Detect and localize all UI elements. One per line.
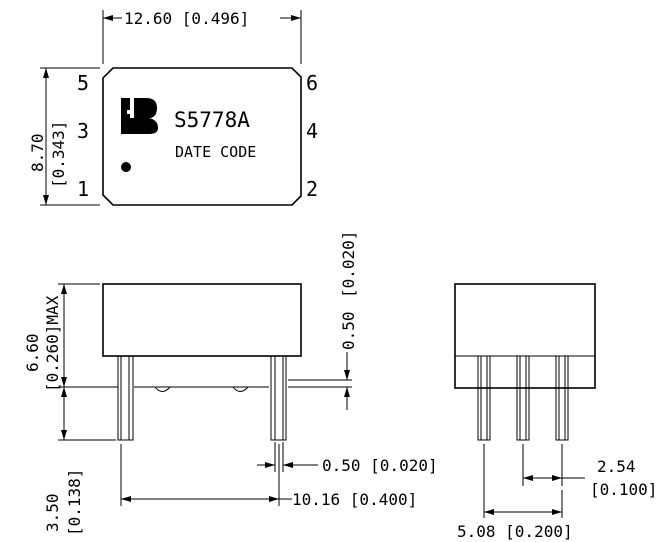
- pitch-mm: 2.54: [597, 457, 636, 476]
- height-dim-mm: 8.70: [28, 133, 47, 172]
- pin-label-2: 2: [306, 177, 318, 201]
- standoff-mm: 0.50: [339, 311, 358, 350]
- pin-label-4: 4: [306, 119, 318, 143]
- end-pin-3: [555, 355, 569, 441]
- part-number: S5778A: [174, 108, 250, 132]
- height-dim-in: [0.343]: [49, 121, 68, 188]
- body-height-in: [0.260]MAX: [43, 295, 62, 392]
- top-view: S5778A DATE CODE 5 3 1 6 4 2 12.60 [0.49…: [28, 9, 318, 206]
- side-view: 6.60 [0.260]MAX 3.50 [0.138] 0.50 [0.020…: [23, 231, 438, 536]
- pin-label-3: 3: [77, 119, 89, 143]
- manufacturer-logo: [121, 98, 158, 134]
- pin-width-label: 0.50 [0.020]: [322, 456, 438, 475]
- side-pin-left: [117, 355, 134, 441]
- pin-width-dimension: 0.50 [0.020]: [257, 442, 438, 475]
- end-span-dimension: 5.08 [0.200]: [457, 444, 573, 541]
- end-pin-2: [516, 355, 530, 441]
- pin1-dot: [121, 162, 131, 172]
- width-dimension: 12.60 [0.496]: [102, 9, 302, 64]
- pin-span-label: 10.16 [0.400]: [292, 490, 417, 509]
- pin-length-dimension: 3.50 [0.138]: [43, 387, 116, 536]
- pin-label-5: 5: [77, 71, 89, 95]
- end-span-label: 5.08 [0.200]: [457, 522, 573, 541]
- pin-label-6: 6: [306, 71, 318, 95]
- top-view-outline: [102, 67, 302, 206]
- standoff-bump-right: [232, 386, 249, 392]
- body-height-mm: 6.60: [23, 333, 42, 372]
- end-pin-1: [477, 355, 491, 441]
- side-pin-right: [270, 355, 287, 441]
- standoff-in: [0.020]: [339, 231, 358, 298]
- pin-label-1: 1: [77, 177, 89, 201]
- height-dimension: 8.70 [0.343]: [28, 67, 100, 206]
- pitch-in: [0.100]: [590, 480, 657, 499]
- side-view-body: [102, 283, 302, 357]
- end-view: 2.54 [0.100] 5.08 [0.200]: [454, 283, 657, 541]
- width-dim-label: 12.60 [0.496]: [124, 9, 249, 28]
- date-code-label: DATE CODE: [175, 143, 256, 161]
- pin-length-mm: 3.50: [43, 493, 62, 532]
- pin-span-dimension: 10.16 [0.400]: [120, 444, 417, 509]
- standoff-dimension: 0.50 [0.020]: [288, 231, 358, 410]
- standoff-bump-left: [154, 386, 171, 392]
- pitch-dimension: 2.54 [0.100]: [522, 444, 657, 499]
- body-height-dimension: 6.60 [0.260]MAX: [23, 283, 118, 392]
- pin-length-in: [0.138]: [65, 469, 84, 536]
- end-view-body: [454, 283, 596, 389]
